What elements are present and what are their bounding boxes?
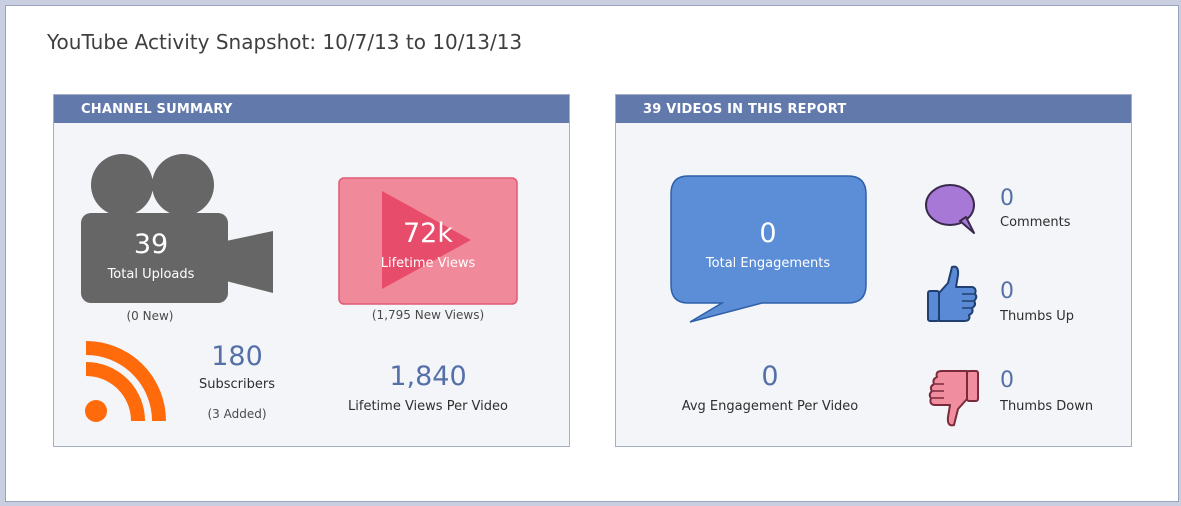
uploads-label: Total Uploads — [107, 267, 195, 282]
thumbs-up-icon — [927, 265, 978, 322]
views-per-video-value: 1,840 — [389, 361, 467, 392]
engagements-label: Total Engagements — [705, 256, 831, 271]
subscribers-note: (3 Added) — [207, 407, 267, 421]
views-note: (1,795 New Views) — [371, 308, 485, 322]
thumbs-down-value: 0 — [1000, 368, 1014, 393]
avg-engagement-label: Avg Engagement Per Video — [681, 399, 859, 414]
speech-bubble-icon — [670, 175, 867, 323]
comments-value: 0 — [1000, 186, 1014, 211]
uploads-note: (0 New) — [126, 309, 174, 323]
avg-engagement-value: 0 — [761, 361, 779, 392]
subscribers-label: Subscribers — [199, 377, 275, 392]
views-label: Lifetime Views — [380, 256, 476, 271]
videos-panel: 39 VIDEOS IN THIS REPORT 0 Total Engagem… — [615, 94, 1132, 447]
thumbs-down-label: Thumbs Down — [1000, 399, 1094, 414]
play-icon — [338, 177, 518, 305]
thumbs-up-label: Thumbs Up — [1000, 309, 1075, 324]
comment-icon — [925, 184, 975, 234]
thumbs-down-icon — [928, 370, 979, 427]
uploads-value: 39 — [133, 229, 169, 260]
thumbs-up-value: 0 — [1000, 279, 1014, 304]
views-value: 72k — [403, 218, 453, 249]
channel-summary-panel: CHANNEL SUMMARY 39 Total Uploads (0 New)… — [53, 94, 570, 447]
videos-header: 39 VIDEOS IN THIS REPORT — [616, 95, 1131, 123]
video-camera-icon — [81, 154, 273, 303]
views-per-video-label: Lifetime Views Per Video — [348, 399, 508, 414]
engagements-value: 0 — [759, 218, 777, 249]
channel-summary-header: CHANNEL SUMMARY — [54, 95, 569, 123]
subscribers-value: 180 — [211, 341, 263, 372]
rss-icon — [85, 341, 166, 422]
comments-label: Comments — [1000, 215, 1071, 230]
page-title: YouTube Activity Snapshot: 10/7/13 to 10… — [47, 30, 523, 54]
